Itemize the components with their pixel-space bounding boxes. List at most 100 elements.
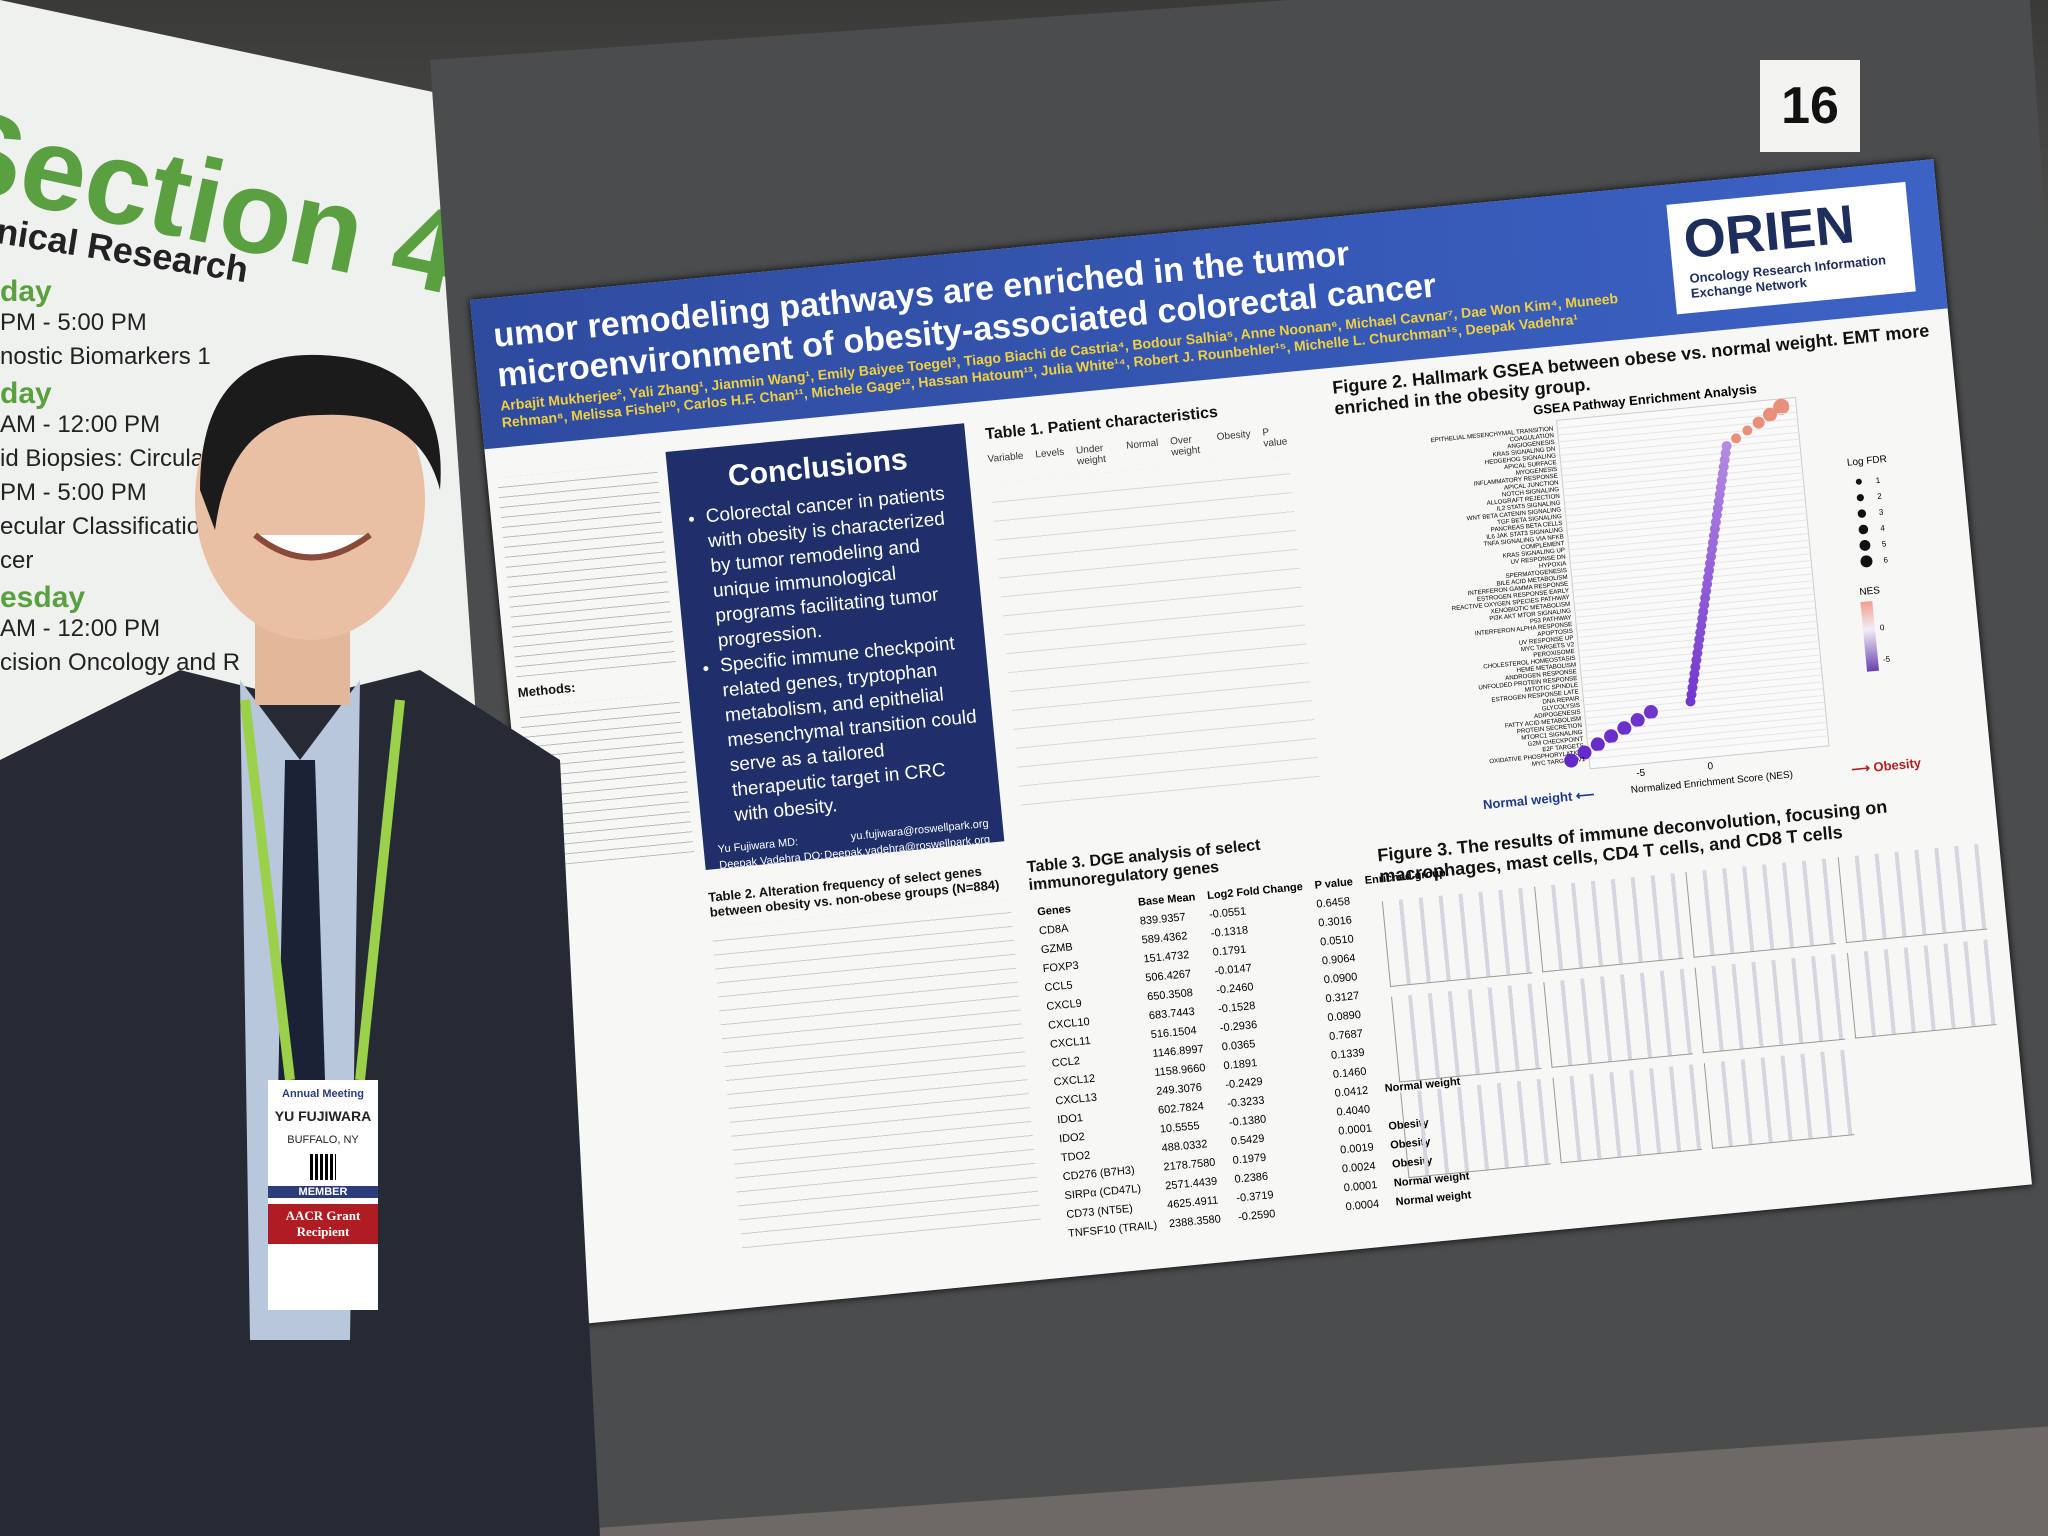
grid-line bbox=[1572, 559, 1812, 584]
column-header: Over weight bbox=[1169, 434, 1201, 459]
badge-name: YU FUJIWARA bbox=[274, 1108, 372, 1124]
boxplot bbox=[1694, 954, 1845, 1054]
legend-label: 4 bbox=[1880, 523, 1886, 532]
grid-line bbox=[1568, 526, 1808, 551]
grid-line bbox=[1588, 728, 1828, 753]
grid-line bbox=[1557, 411, 1797, 436]
boxplot bbox=[1685, 858, 1836, 958]
dot bbox=[1604, 729, 1619, 744]
lanyard bbox=[355, 699, 405, 1081]
schedule-line: cision Oncology and R bbox=[0, 649, 241, 676]
grid-line bbox=[1569, 533, 1809, 558]
legend-dot bbox=[1857, 509, 1867, 518]
table-body bbox=[711, 899, 1042, 1257]
person bbox=[0, 354, 600, 1536]
grid-line bbox=[1572, 566, 1812, 591]
pathway-label: ADIPOGENESIS bbox=[1534, 709, 1581, 720]
legend-label: 5 bbox=[1881, 539, 1887, 548]
schedule-line: AM - 12:00 PM bbox=[0, 411, 161, 438]
schedule-line: id Biopsies: Circulatin bbox=[0, 445, 230, 472]
boxplot bbox=[1381, 887, 1532, 987]
color-bar bbox=[1860, 600, 1880, 672]
boxplot bbox=[1400, 1078, 1551, 1179]
figure-3: Figure 3. The results of immune deconvol… bbox=[1376, 788, 2011, 1234]
legend-dot bbox=[1856, 494, 1864, 502]
grid-line bbox=[1585, 694, 1825, 719]
conclusion-bullet: Specific immune checkpoint related genes… bbox=[719, 630, 987, 828]
grid-line bbox=[1562, 458, 1802, 483]
grid-line bbox=[1585, 701, 1825, 726]
column-header: Normal bbox=[1125, 437, 1159, 452]
pathway-label: PEROXISOME bbox=[1533, 648, 1575, 659]
grid-line bbox=[1568, 519, 1808, 544]
x-axis-label: Normalized Enrichment Score (NES) bbox=[1630, 769, 1793, 796]
grid-line bbox=[1570, 546, 1810, 571]
boxplot bbox=[1391, 983, 1542, 1083]
dot bbox=[1762, 407, 1777, 422]
grid-line bbox=[1561, 452, 1801, 477]
grid-line bbox=[1567, 512, 1807, 537]
grid-line bbox=[1584, 688, 1824, 713]
grid-line bbox=[1571, 553, 1811, 578]
grid-line bbox=[1560, 438, 1800, 463]
grid-line bbox=[1587, 715, 1827, 740]
grid-line bbox=[1567, 506, 1806, 531]
table-cell: 0.0004 bbox=[1345, 1197, 1380, 1213]
dot bbox=[1630, 713, 1645, 728]
conclusions-list: Colorectal cancer in patients with obesi… bbox=[685, 480, 987, 830]
board-number: 16 bbox=[1760, 60, 1860, 152]
legend-dot bbox=[1858, 524, 1869, 535]
grid-line bbox=[1583, 681, 1823, 706]
grid-line bbox=[1582, 667, 1822, 692]
table-3: Table 3. DGE analysis of select immunore… bbox=[1026, 828, 1472, 1244]
dot bbox=[1617, 721, 1632, 736]
pathway-label: COMPLEMENT bbox=[1521, 540, 1565, 551]
conclusions: Conclusions Colorectal cancer in patient… bbox=[665, 423, 1005, 872]
grid-line bbox=[1587, 721, 1827, 746]
badge-ribbon: AACR Grant Recipient bbox=[268, 1204, 378, 1244]
grid-line bbox=[1566, 499, 1806, 524]
dot bbox=[1742, 425, 1753, 436]
schedule-line: esday bbox=[0, 581, 86, 614]
schedule-line: day bbox=[0, 275, 52, 308]
legend-label: -5 bbox=[1883, 655, 1891, 665]
legend-label: 2 bbox=[1877, 492, 1883, 501]
boxplot bbox=[1846, 939, 1997, 1039]
grid-line bbox=[1564, 479, 1804, 504]
grid-line bbox=[1583, 674, 1823, 699]
logo: ORIEN Oncology Research Information Exch… bbox=[1666, 181, 1916, 315]
pathway-label: MYOGENESIS bbox=[1515, 466, 1557, 477]
qr-code bbox=[310, 1154, 336, 1180]
legend-title: NES bbox=[1859, 585, 1881, 598]
pathway-label: E2F TARGETS bbox=[1542, 742, 1584, 753]
lanyard bbox=[240, 699, 295, 1081]
legend-dot bbox=[1855, 478, 1862, 485]
grid-line bbox=[1581, 654, 1821, 679]
grid-line bbox=[1575, 593, 1815, 618]
x-tick-label: -5 bbox=[1636, 768, 1646, 780]
grid-line bbox=[1559, 431, 1799, 456]
pathway-label: APOPTOSIS bbox=[1537, 628, 1573, 638]
dot bbox=[1731, 433, 1742, 444]
boxplot-grid bbox=[1381, 843, 2006, 1179]
right-label: ⟶ Obesity bbox=[1851, 755, 1923, 777]
column-header: P value bbox=[1261, 427, 1288, 450]
grid-line bbox=[1563, 472, 1803, 497]
table-2: Table 2. Alteration frequency of select … bbox=[708, 861, 1042, 1257]
grid-line bbox=[1589, 735, 1829, 760]
badge-city: BUFFALO, NY bbox=[287, 1134, 359, 1146]
dot bbox=[1685, 696, 1696, 707]
grid-line bbox=[1557, 404, 1797, 429]
dot bbox=[1643, 705, 1658, 720]
grid-line bbox=[1565, 485, 1805, 510]
pathway-label: P53 PATHWAY bbox=[1530, 614, 1572, 625]
grid-line bbox=[1581, 661, 1821, 686]
schedule-line: day bbox=[0, 377, 52, 410]
boxplot bbox=[1533, 873, 1684, 973]
conclusion-bullet: Colorectal cancer in patients with obesi… bbox=[705, 480, 970, 653]
schedule-line: AM - 12:00 PM bbox=[0, 615, 161, 642]
meeting: Annual Meeting bbox=[282, 1088, 364, 1100]
smile bbox=[253, 532, 372, 561]
grid-line bbox=[1565, 492, 1805, 517]
